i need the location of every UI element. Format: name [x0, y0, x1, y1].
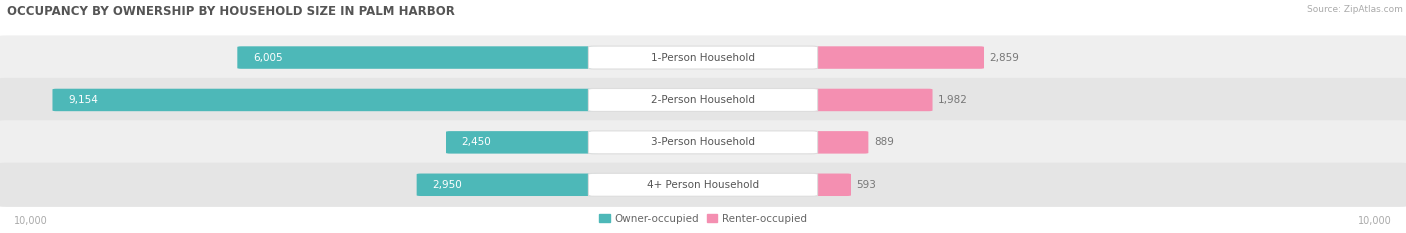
FancyBboxPatch shape [808, 131, 869, 154]
Text: Source: ZipAtlas.com: Source: ZipAtlas.com [1308, 5, 1403, 14]
FancyBboxPatch shape [808, 174, 851, 196]
FancyBboxPatch shape [416, 174, 599, 196]
Text: 593: 593 [856, 180, 876, 190]
Text: 2-Person Household: 2-Person Household [651, 95, 755, 105]
Text: 4+ Person Household: 4+ Person Household [647, 180, 759, 190]
Text: 10,000: 10,000 [1358, 216, 1392, 226]
FancyBboxPatch shape [588, 173, 818, 196]
Text: 2,859: 2,859 [990, 53, 1019, 62]
FancyBboxPatch shape [0, 35, 1406, 80]
FancyBboxPatch shape [0, 120, 1406, 164]
Text: 9,154: 9,154 [67, 95, 98, 105]
Text: 1-Person Household: 1-Person Household [651, 53, 755, 62]
Text: 3-Person Household: 3-Person Household [651, 137, 755, 147]
FancyBboxPatch shape [588, 131, 818, 154]
Text: 6,005: 6,005 [253, 53, 283, 62]
FancyBboxPatch shape [588, 89, 818, 111]
FancyBboxPatch shape [808, 89, 932, 111]
Text: 10,000: 10,000 [14, 216, 48, 226]
FancyBboxPatch shape [0, 78, 1406, 122]
Text: 1,982: 1,982 [938, 95, 967, 105]
Text: OCCUPANCY BY OWNERSHIP BY HOUSEHOLD SIZE IN PALM HARBOR: OCCUPANCY BY OWNERSHIP BY HOUSEHOLD SIZE… [7, 5, 456, 18]
Text: 2,450: 2,450 [461, 137, 491, 147]
FancyBboxPatch shape [808, 46, 984, 69]
Legend: Owner-occupied, Renter-occupied: Owner-occupied, Renter-occupied [595, 209, 811, 228]
FancyBboxPatch shape [52, 89, 599, 111]
FancyBboxPatch shape [238, 46, 599, 69]
Text: 889: 889 [875, 137, 894, 147]
FancyBboxPatch shape [0, 163, 1406, 207]
FancyBboxPatch shape [446, 131, 599, 154]
Text: 2,950: 2,950 [432, 180, 461, 190]
FancyBboxPatch shape [588, 46, 818, 69]
